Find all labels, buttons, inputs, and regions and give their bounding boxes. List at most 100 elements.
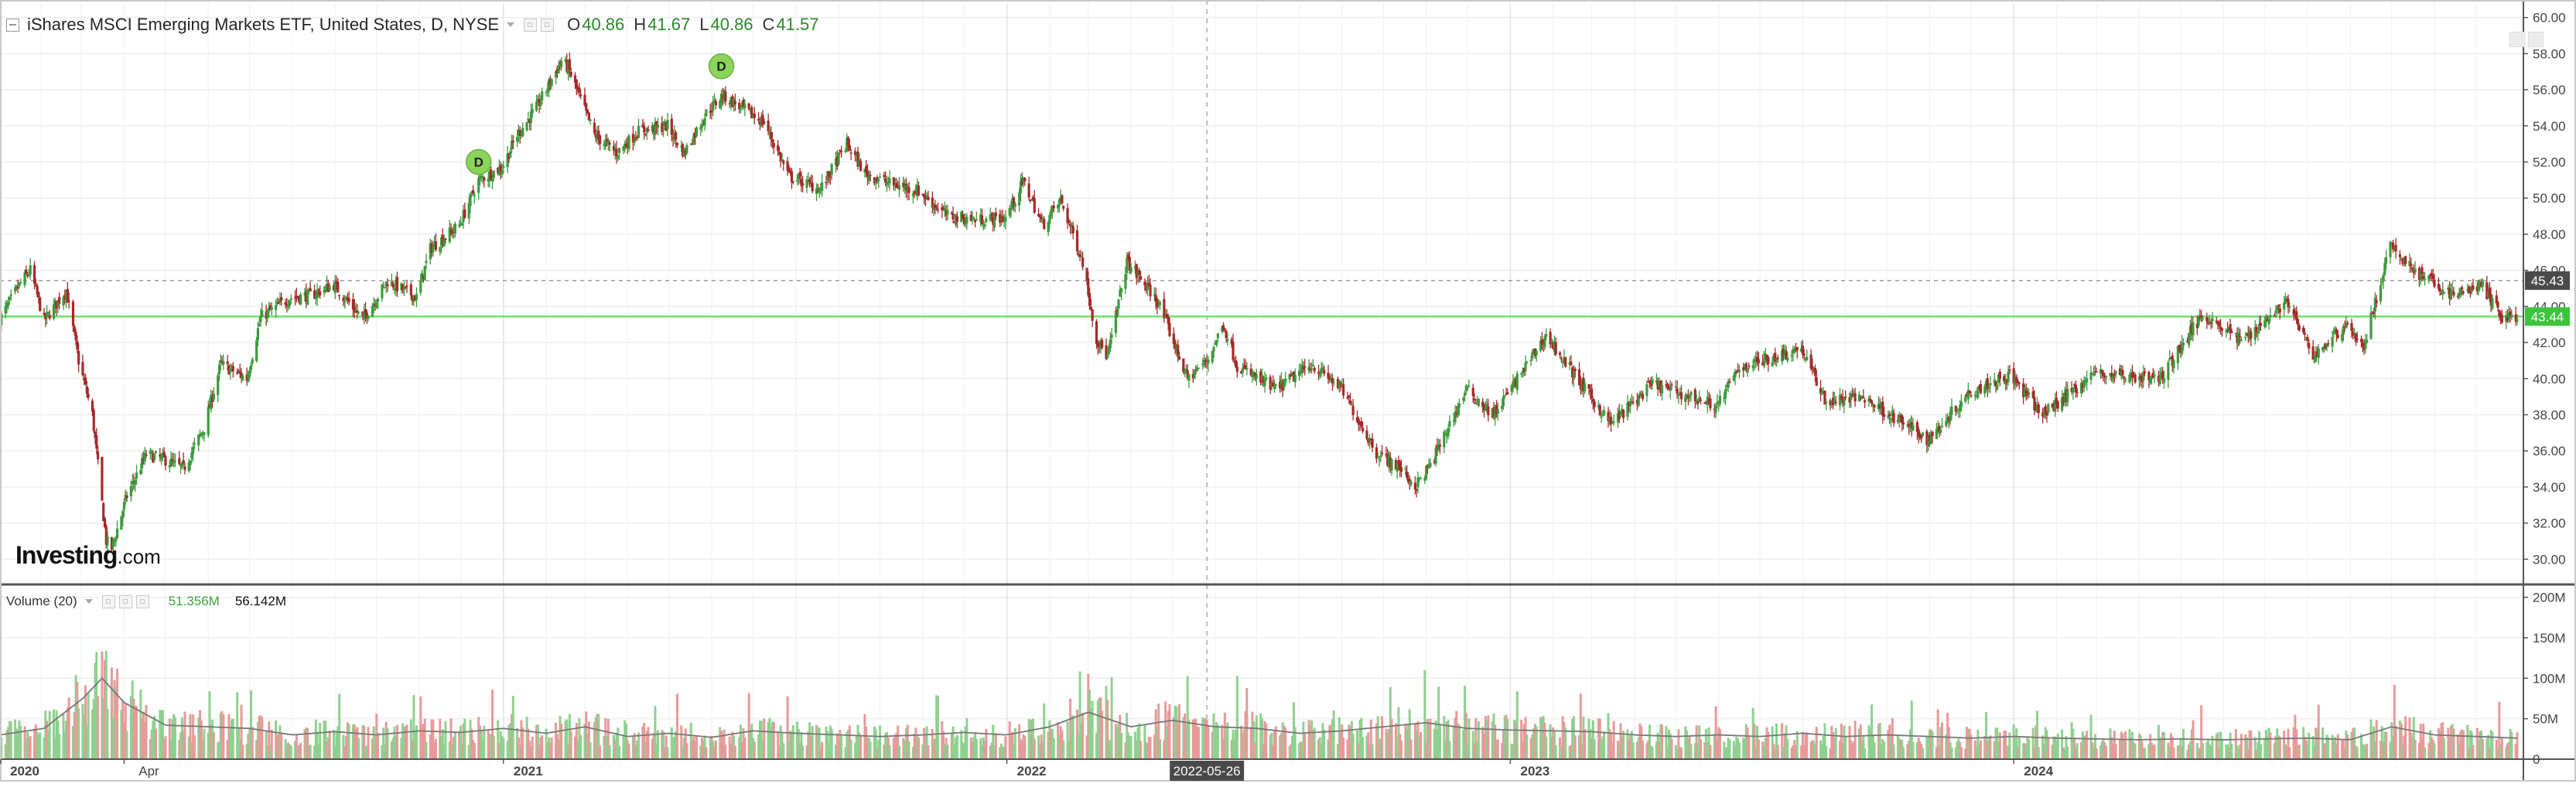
volume-bar xyxy=(1929,729,1932,759)
candle-body xyxy=(375,302,378,308)
volume-bar xyxy=(280,733,283,759)
volume-bar xyxy=(372,726,375,759)
hide-icon[interactable] xyxy=(541,18,555,32)
candle-body xyxy=(1699,399,1703,401)
volume-bar xyxy=(299,742,302,759)
dividend-marker[interactable] xyxy=(465,148,492,175)
chevron-down-icon[interactable] xyxy=(84,599,93,604)
volume-bar xyxy=(1222,739,1225,759)
volume-bar xyxy=(2250,731,2253,759)
candle-body xyxy=(1928,434,1932,441)
volume-bar xyxy=(1481,727,1484,759)
volume-bar xyxy=(873,726,876,759)
volume-bar xyxy=(101,651,104,759)
volume-bar xyxy=(2093,746,2096,759)
volume-bar xyxy=(1369,719,1372,759)
volume-bar xyxy=(2506,743,2509,759)
volume-bar xyxy=(1081,713,1085,759)
candle-body xyxy=(2042,409,2046,416)
volume-bar xyxy=(1096,700,1099,759)
volume-bar xyxy=(2382,741,2385,759)
candle-body xyxy=(383,286,387,288)
candle-body xyxy=(275,305,278,310)
volume-bar xyxy=(1133,731,1136,759)
candle-body xyxy=(2121,370,2124,375)
volume-bar xyxy=(982,737,985,759)
volume-bar xyxy=(159,710,162,759)
volume-bar xyxy=(1406,724,1409,759)
candle-body xyxy=(1929,434,1932,445)
volume-bar xyxy=(469,720,472,759)
volume-bar xyxy=(2424,747,2427,759)
volume-bar xyxy=(541,735,544,759)
candle-body xyxy=(675,142,679,145)
candle-body xyxy=(2390,242,2393,245)
candle-body xyxy=(983,223,986,227)
volume-bar xyxy=(782,743,785,759)
candle-body xyxy=(2410,264,2413,267)
candle-body xyxy=(2201,317,2205,319)
volume-bar xyxy=(1871,735,1874,759)
price-candles xyxy=(0,52,2519,554)
volume-bar xyxy=(613,740,617,759)
candle-body xyxy=(751,115,755,118)
volume-bar xyxy=(1216,724,1219,759)
volume-bar xyxy=(1901,739,1904,759)
volume-bar xyxy=(1051,728,1054,759)
candle-body xyxy=(1419,478,1423,480)
candle-body xyxy=(2178,344,2181,350)
volume-bar xyxy=(491,689,494,759)
volume-bar xyxy=(2440,723,2443,759)
candle-body xyxy=(1618,411,1621,420)
candle-body xyxy=(1648,381,1652,383)
candle-body xyxy=(2356,338,2359,340)
volume-bar xyxy=(1254,741,1257,759)
candle-body xyxy=(713,100,716,102)
volume-bar xyxy=(615,732,618,759)
hide-icon[interactable] xyxy=(118,595,132,608)
volume-bar xyxy=(4,744,7,759)
maximize-pane-icon[interactable] xyxy=(2509,32,2525,47)
close-icon[interactable] xyxy=(135,595,149,608)
volume-bar xyxy=(877,739,880,759)
candle-body xyxy=(1744,363,1748,371)
volume-bar xyxy=(162,739,166,759)
candle-body xyxy=(1226,339,1229,341)
chevron-down-icon[interactable] xyxy=(507,22,515,27)
volume-bar xyxy=(1815,727,1818,759)
volume-bar xyxy=(1037,735,1040,759)
volume-bar xyxy=(2341,739,2344,759)
settings-icon[interactable] xyxy=(101,595,115,608)
volume-bar xyxy=(1413,724,1416,759)
candle-body xyxy=(654,121,657,135)
volume-bar xyxy=(2037,747,2040,759)
volume-bar xyxy=(2123,740,2126,759)
candle-body xyxy=(2216,322,2219,325)
candle-body xyxy=(1464,386,1467,391)
candle-body xyxy=(1194,369,1197,372)
collapse-icon[interactable] xyxy=(6,18,19,32)
candle-body xyxy=(1542,340,1545,346)
symbol-title[interactable]: iShares MSCI Emerging Markets ETF, Unite… xyxy=(27,15,500,34)
restore-pane-icon[interactable] xyxy=(2528,32,2544,47)
candle-body xyxy=(777,145,780,152)
candle-body xyxy=(1736,370,1740,372)
dividend-marker[interactable] xyxy=(708,53,735,80)
candle-body xyxy=(662,128,665,131)
candle-body xyxy=(1109,339,1112,349)
volume-bar xyxy=(160,710,163,759)
candle-body xyxy=(578,87,581,93)
candle-body xyxy=(866,171,869,178)
candle-body xyxy=(1038,215,1041,218)
volume-label[interactable]: Volume (20) xyxy=(6,594,77,608)
candle-body xyxy=(1434,448,1437,464)
candle-body xyxy=(2209,322,2212,325)
volume-bar xyxy=(200,720,203,759)
volume-bar xyxy=(2080,741,2083,759)
volume-bar xyxy=(1880,744,1883,759)
volume-bar xyxy=(2172,747,2175,759)
candle-body xyxy=(1115,309,1119,311)
candle-body xyxy=(295,295,298,298)
settings-icon[interactable] xyxy=(524,18,538,32)
